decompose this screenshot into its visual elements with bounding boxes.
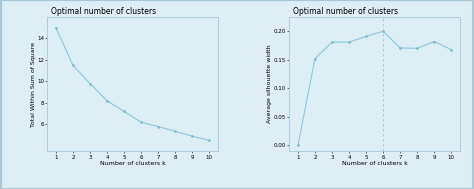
X-axis label: Number of clusters k: Number of clusters k (100, 161, 165, 166)
Y-axis label: Total Within Sum of Square: Total Within Sum of Square (30, 42, 36, 127)
Text: Optimal number of clusters: Optimal number of clusters (293, 7, 398, 16)
Text: Optimal number of clusters: Optimal number of clusters (51, 7, 156, 16)
Y-axis label: Average silhouette width: Average silhouette width (267, 45, 272, 123)
X-axis label: Number of clusters k: Number of clusters k (342, 161, 408, 166)
